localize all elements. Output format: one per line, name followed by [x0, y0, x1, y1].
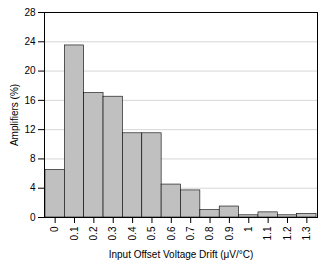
- svg-text:Amplifiers (%): Amplifiers (%): [9, 84, 20, 146]
- svg-text:1.1: 1.1: [262, 226, 273, 240]
- svg-text:0.3: 0.3: [107, 226, 118, 240]
- svg-text:0.7: 0.7: [185, 226, 196, 240]
- svg-text:0.5: 0.5: [146, 226, 157, 240]
- svg-text:Input Offset Voltage Drift (μV: Input Offset Voltage Drift (μV/°C): [109, 249, 254, 260]
- svg-text:0.6: 0.6: [166, 226, 177, 240]
- svg-text:0: 0: [49, 226, 60, 232]
- svg-text:20: 20: [24, 65, 36, 76]
- svg-text:28: 28: [24, 7, 36, 18]
- svg-text:8: 8: [30, 153, 36, 164]
- svg-text:0.4: 0.4: [127, 226, 138, 240]
- svg-text:24: 24: [24, 36, 36, 47]
- svg-text:0.8: 0.8: [204, 226, 215, 240]
- svg-text:1: 1: [243, 226, 254, 232]
- svg-text:12: 12: [24, 124, 36, 135]
- svg-text:1.3: 1.3: [301, 226, 312, 240]
- svg-text:0.1: 0.1: [69, 226, 80, 240]
- svg-text:1.2: 1.2: [282, 226, 293, 240]
- svg-text:0: 0: [30, 212, 36, 223]
- svg-text:16: 16: [24, 95, 36, 106]
- svg-text:0.2: 0.2: [88, 226, 99, 240]
- svg-text:0.9: 0.9: [224, 226, 235, 240]
- svg-text:4: 4: [30, 182, 36, 193]
